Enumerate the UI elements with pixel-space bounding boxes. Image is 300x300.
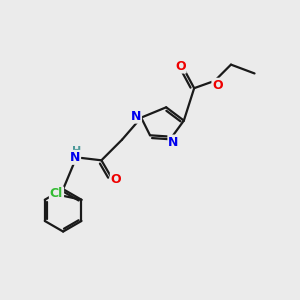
Text: O: O [175, 60, 186, 73]
Text: Cl: Cl [50, 188, 63, 200]
Text: N: N [168, 136, 179, 148]
Text: O: O [212, 79, 223, 92]
Text: H: H [72, 146, 81, 156]
Text: N: N [131, 110, 141, 123]
Text: N: N [70, 151, 80, 164]
Text: O: O [111, 173, 122, 186]
